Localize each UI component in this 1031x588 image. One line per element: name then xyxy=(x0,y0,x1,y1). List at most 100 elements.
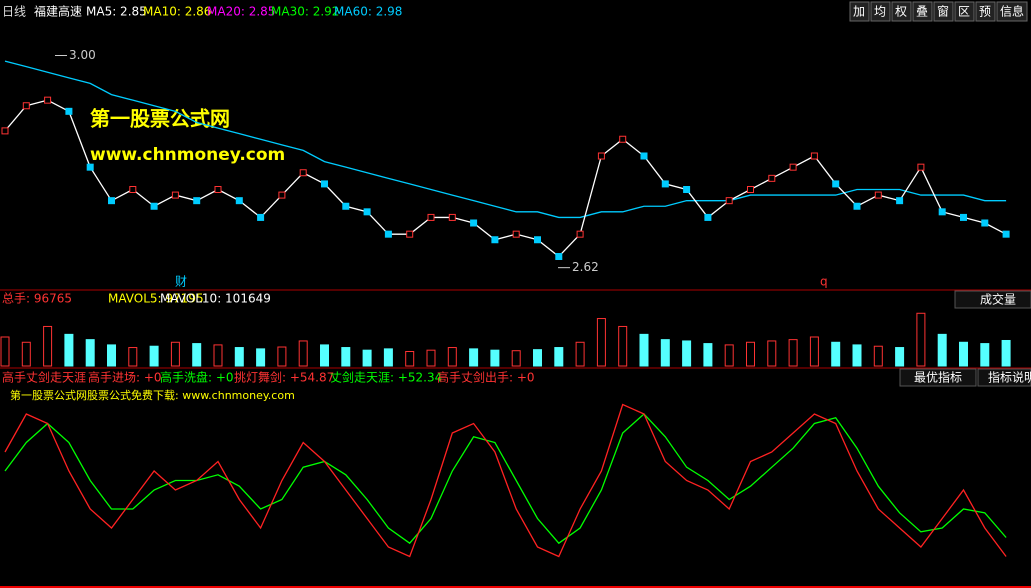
volume-bar xyxy=(639,333,649,367)
close-mark xyxy=(512,230,520,238)
close-mark xyxy=(491,236,499,244)
close-mark xyxy=(597,152,605,160)
volume-bar xyxy=(575,341,585,367)
ma30: MA30: 2.92 xyxy=(271,5,339,19)
toolbar-label[interactable]: 窗 xyxy=(937,5,949,19)
close-mark xyxy=(832,180,840,188)
volume-bar xyxy=(980,343,990,367)
close-mark xyxy=(1,127,9,135)
close-mark xyxy=(363,208,371,216)
close-mark xyxy=(214,186,222,193)
toolbar-label[interactable]: 叠 xyxy=(916,5,928,19)
close-mark xyxy=(171,191,179,199)
toolbar-button[interactable] xyxy=(870,1,891,22)
volume-bar xyxy=(85,339,95,367)
volume-bar xyxy=(426,349,436,367)
volume-bar xyxy=(895,347,905,367)
ma5: MA5: 2.85 xyxy=(86,5,147,19)
volume-bar xyxy=(234,347,244,367)
indicator-green xyxy=(4,413,1007,545)
indicator-wash: 高手洗盘: +0 xyxy=(160,370,234,385)
watermark: 第一股票公式网 xyxy=(90,107,230,131)
close-mark xyxy=(470,219,478,227)
volume-bar xyxy=(170,341,180,367)
mavol5: MAVOL5: 97195 xyxy=(108,292,204,306)
volume-bar xyxy=(511,350,521,367)
volume-bar xyxy=(1001,339,1011,367)
volume-bar xyxy=(298,340,308,367)
volume-bar xyxy=(192,343,202,367)
close-mark xyxy=(576,230,584,238)
volume-bar xyxy=(809,336,819,367)
volume-title[interactable]: 成交量 xyxy=(980,292,1016,307)
volume-bar xyxy=(43,325,53,367)
volume-bar xyxy=(618,325,628,367)
volume-tab[interactable] xyxy=(954,290,1031,309)
toolbar-label[interactable]: 预 xyxy=(979,5,991,19)
indicator-red xyxy=(4,403,1007,558)
close-mark xyxy=(789,163,797,171)
toolbar-label[interactable]: 加 xyxy=(853,5,865,19)
ma60-line xyxy=(4,60,1007,219)
marker: 财 xyxy=(175,275,187,289)
toolbar-button[interactable] xyxy=(954,1,975,22)
close-mark xyxy=(917,163,925,171)
volume-bar xyxy=(788,339,798,367)
toolbar-label[interactable]: 信息 xyxy=(1000,4,1024,19)
volume-bar xyxy=(831,341,841,367)
toolbar-button[interactable] xyxy=(912,1,933,22)
close-mark xyxy=(235,197,243,205)
close-mark xyxy=(427,213,435,221)
volume-bar xyxy=(21,341,31,367)
close-mark xyxy=(321,180,328,188)
volume-bar xyxy=(256,348,266,367)
toolbar-button[interactable] xyxy=(933,1,954,22)
volume-bar xyxy=(213,344,223,367)
close-mark xyxy=(342,202,350,210)
indicator-walk: 丈剑走天涯: +52.34 xyxy=(330,370,442,385)
ma10: MA10: 2.86 xyxy=(143,5,211,19)
toolbar-button[interactable] xyxy=(891,1,912,22)
volume-bar xyxy=(937,333,947,367)
close-mark xyxy=(725,197,733,205)
close-mark xyxy=(22,102,30,110)
close-mark xyxy=(534,236,541,244)
best-label[interactable]: 最优指标 xyxy=(914,370,962,385)
close-mark xyxy=(768,174,776,182)
volume-bar xyxy=(852,344,862,367)
toolbar-label[interactable]: 均 xyxy=(874,5,886,19)
volume-bar xyxy=(128,347,138,367)
close-mark xyxy=(406,230,414,238)
indicator-name: 高手丈剑走天涯 xyxy=(2,370,86,385)
close-mark xyxy=(960,213,967,221)
volume-bar xyxy=(341,347,351,367)
volume-bar xyxy=(362,349,372,367)
volume-bar xyxy=(746,341,755,367)
toolbar-button[interactable] xyxy=(996,1,1028,22)
ma60: MA60: 2.98 xyxy=(334,5,402,19)
toolbar-button[interactable] xyxy=(849,1,870,22)
close-mark xyxy=(278,191,286,199)
volume-bar xyxy=(533,349,542,367)
close-mark xyxy=(810,152,818,160)
close-line xyxy=(4,99,1007,258)
volume-bar xyxy=(149,345,159,367)
best-button[interactable] xyxy=(899,368,977,387)
help-label[interactable]: 指标说明 xyxy=(988,370,1031,385)
close-mark xyxy=(299,169,307,177)
volume-bar xyxy=(0,336,10,367)
volume-bar xyxy=(873,345,883,367)
close-mark xyxy=(619,135,627,143)
toolbar-button[interactable] xyxy=(975,1,996,22)
volume-bar xyxy=(916,312,926,367)
help-button[interactable] xyxy=(977,368,1031,387)
toolbar-label[interactable]: 区 xyxy=(958,5,970,19)
toolbar-label[interactable]: 权 xyxy=(895,5,907,19)
period: 日线 xyxy=(2,5,26,19)
close-mark xyxy=(896,197,904,205)
extreme-label: 2.62 xyxy=(572,260,599,274)
volume-bar xyxy=(469,348,479,367)
stock-name: 福建高速 xyxy=(34,4,82,19)
close-mark xyxy=(661,180,669,188)
